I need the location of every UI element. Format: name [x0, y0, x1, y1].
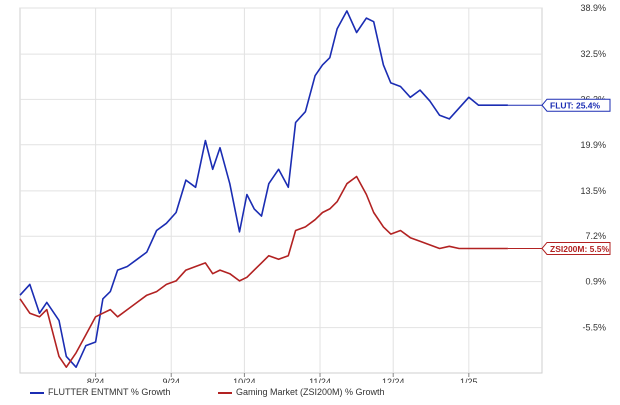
series-line-0 — [19, 10, 508, 368]
x-tick-label: 11/24 — [309, 377, 331, 383]
x-axis-ticks: 8/24 9/24 10/24 11/24 12/24 1/25 — [87, 373, 478, 387]
end-label-text: ZSI200M: 5.5% — [550, 244, 609, 254]
end-labels: FLUT: 25.4% ZSI200M: 5.5% — [507, 98, 611, 255]
legend-label-flutter: FLUTTER ENTMNT % Growth — [48, 387, 171, 397]
y-tick-label: 7.2% — [585, 231, 606, 241]
y-tick-label: -5.5% — [582, 323, 606, 333]
x-tick-label: 12/24 — [382, 377, 405, 383]
x-tick-label: 8/24 — [87, 377, 105, 383]
y-tick-label: 32.5% — [580, 49, 606, 59]
line-chart: 38.9%32.5%26.2%19.9%13.5%7.2%0.9%-5.5% 8… — [19, 3, 611, 387]
series-line-1 — [19, 175, 508, 368]
end-label-box — [541, 98, 611, 112]
end-label-0: FLUT: 25.4% — [541, 98, 611, 112]
legend-item-gaming: Gaming Market (ZSI200M) % Growth — [218, 387, 385, 397]
legend-item-flutter: FLUTTER ENTMNT % Growth — [30, 387, 170, 397]
x-tick-label: 1/25 — [460, 377, 478, 383]
x-tick-label: 9/24 — [162, 377, 180, 383]
y-tick-label: 13.5% — [580, 186, 606, 196]
y-tick-label: 0.9% — [585, 277, 606, 287]
legend-swatch-flutter — [30, 391, 44, 394]
y-axis-ticks: 38.9%32.5%26.2%19.9%13.5%7.2%0.9%-5.5% — [580, 3, 606, 333]
legend-swatch-gaming — [218, 391, 232, 394]
y-tick-label: 19.9% — [580, 140, 606, 150]
grid — [20, 7, 542, 373]
series — [19, 10, 508, 368]
legend: FLUTTER ENTMNT % Growth Gaming Market (Z… — [0, 383, 620, 405]
y-tick-label: 38.9% — [580, 3, 606, 13]
legend-label-gaming: Gaming Market (ZSI200M) % Growth — [236, 387, 385, 397]
end-label-box — [541, 241, 611, 255]
end-label-text: FLUT: 25.4% — [550, 101, 601, 111]
end-label-1: ZSI200M: 5.5% — [541, 241, 611, 255]
x-tick-label: 10/24 — [233, 377, 256, 383]
